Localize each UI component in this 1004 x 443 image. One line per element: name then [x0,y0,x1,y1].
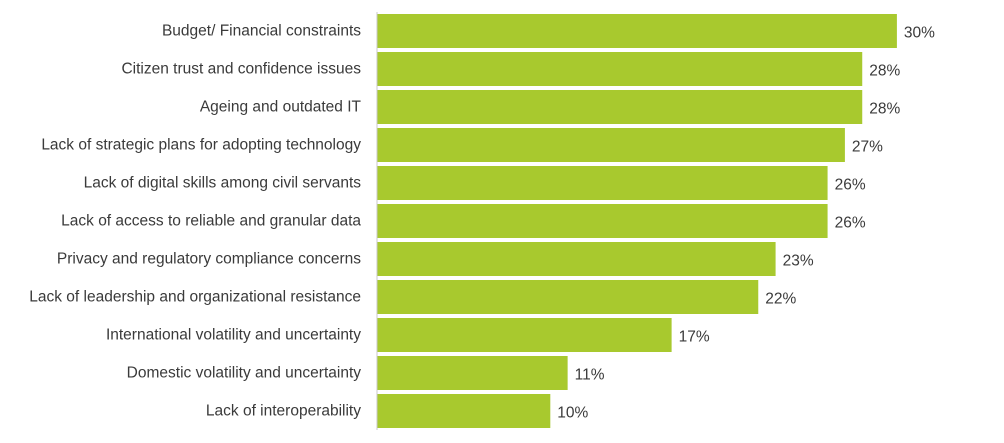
category-label: Privacy and regulatory compliance concer… [57,251,361,268]
category-label: Lack of strategic plans for adopting tec… [41,137,361,154]
value-label: 10% [557,405,588,422]
value-label: 28% [869,101,900,118]
value-label: 11% [575,367,605,384]
value-label: 27% [852,139,883,156]
category-label: Lack of leadership and organizational re… [29,289,361,306]
bar [377,90,863,124]
value-label: 23% [783,253,814,270]
category-labels: Budget/ Financial constraints Citizen tru… [29,23,361,420]
category-label: Lack of digital skills among civil serva… [84,175,362,192]
value-label: 22% [765,291,796,308]
bar [377,204,828,238]
value-label: 30% [904,25,935,42]
bar [377,242,776,276]
value-labels: 30% 28% 28% 27% 26% 26% 23% 22% 17% 11% 10% [557,25,935,422]
value-label: 28% [869,63,900,80]
value-label: 26% [835,215,866,232]
category-label: International volatility and uncertainty [106,327,361,344]
bar [377,52,863,86]
bar [377,128,845,162]
category-label: Budget/ Financial constraints [162,23,361,40]
category-label: Ageing and outdated IT [200,99,362,116]
value-label: 17% [679,329,710,346]
value-label: 26% [835,177,866,194]
bar [377,14,897,48]
bars-group [377,14,897,428]
category-label: Lack of access to reliable and granular … [61,213,361,230]
bar [377,280,759,314]
category-label: Lack of interoperability [206,403,361,420]
bar [377,394,551,428]
bar [377,166,828,200]
category-label: Citizen trust and confidence issues [121,61,361,78]
bar [377,356,568,390]
category-label: Domestic volatility and uncertainty [127,365,362,382]
bar [377,318,672,352]
